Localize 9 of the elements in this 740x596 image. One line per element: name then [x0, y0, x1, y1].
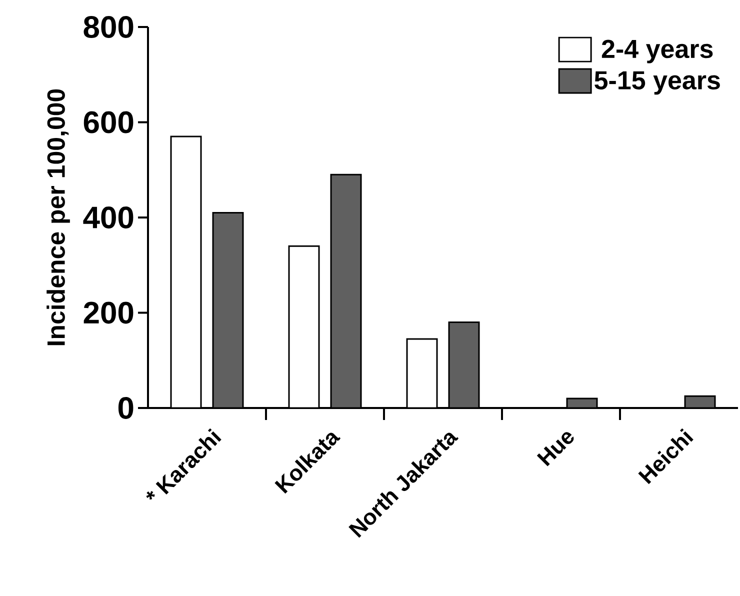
legend-label: 2-4 years	[602, 40, 713, 64]
legend-label: 5-15 years	[594, 71, 720, 95]
y-tick-label: 0	[118, 397, 134, 419]
x-tick-label: Hue	[536, 432, 574, 466]
y-axis-title: Incidence per 100,000	[46, 89, 70, 346]
y-tick-label: 200	[84, 302, 134, 324]
y-tick-label: 800	[84, 16, 134, 38]
y-tick-label: 600	[84, 111, 134, 134]
y-tick-label: 400	[83, 206, 134, 228]
